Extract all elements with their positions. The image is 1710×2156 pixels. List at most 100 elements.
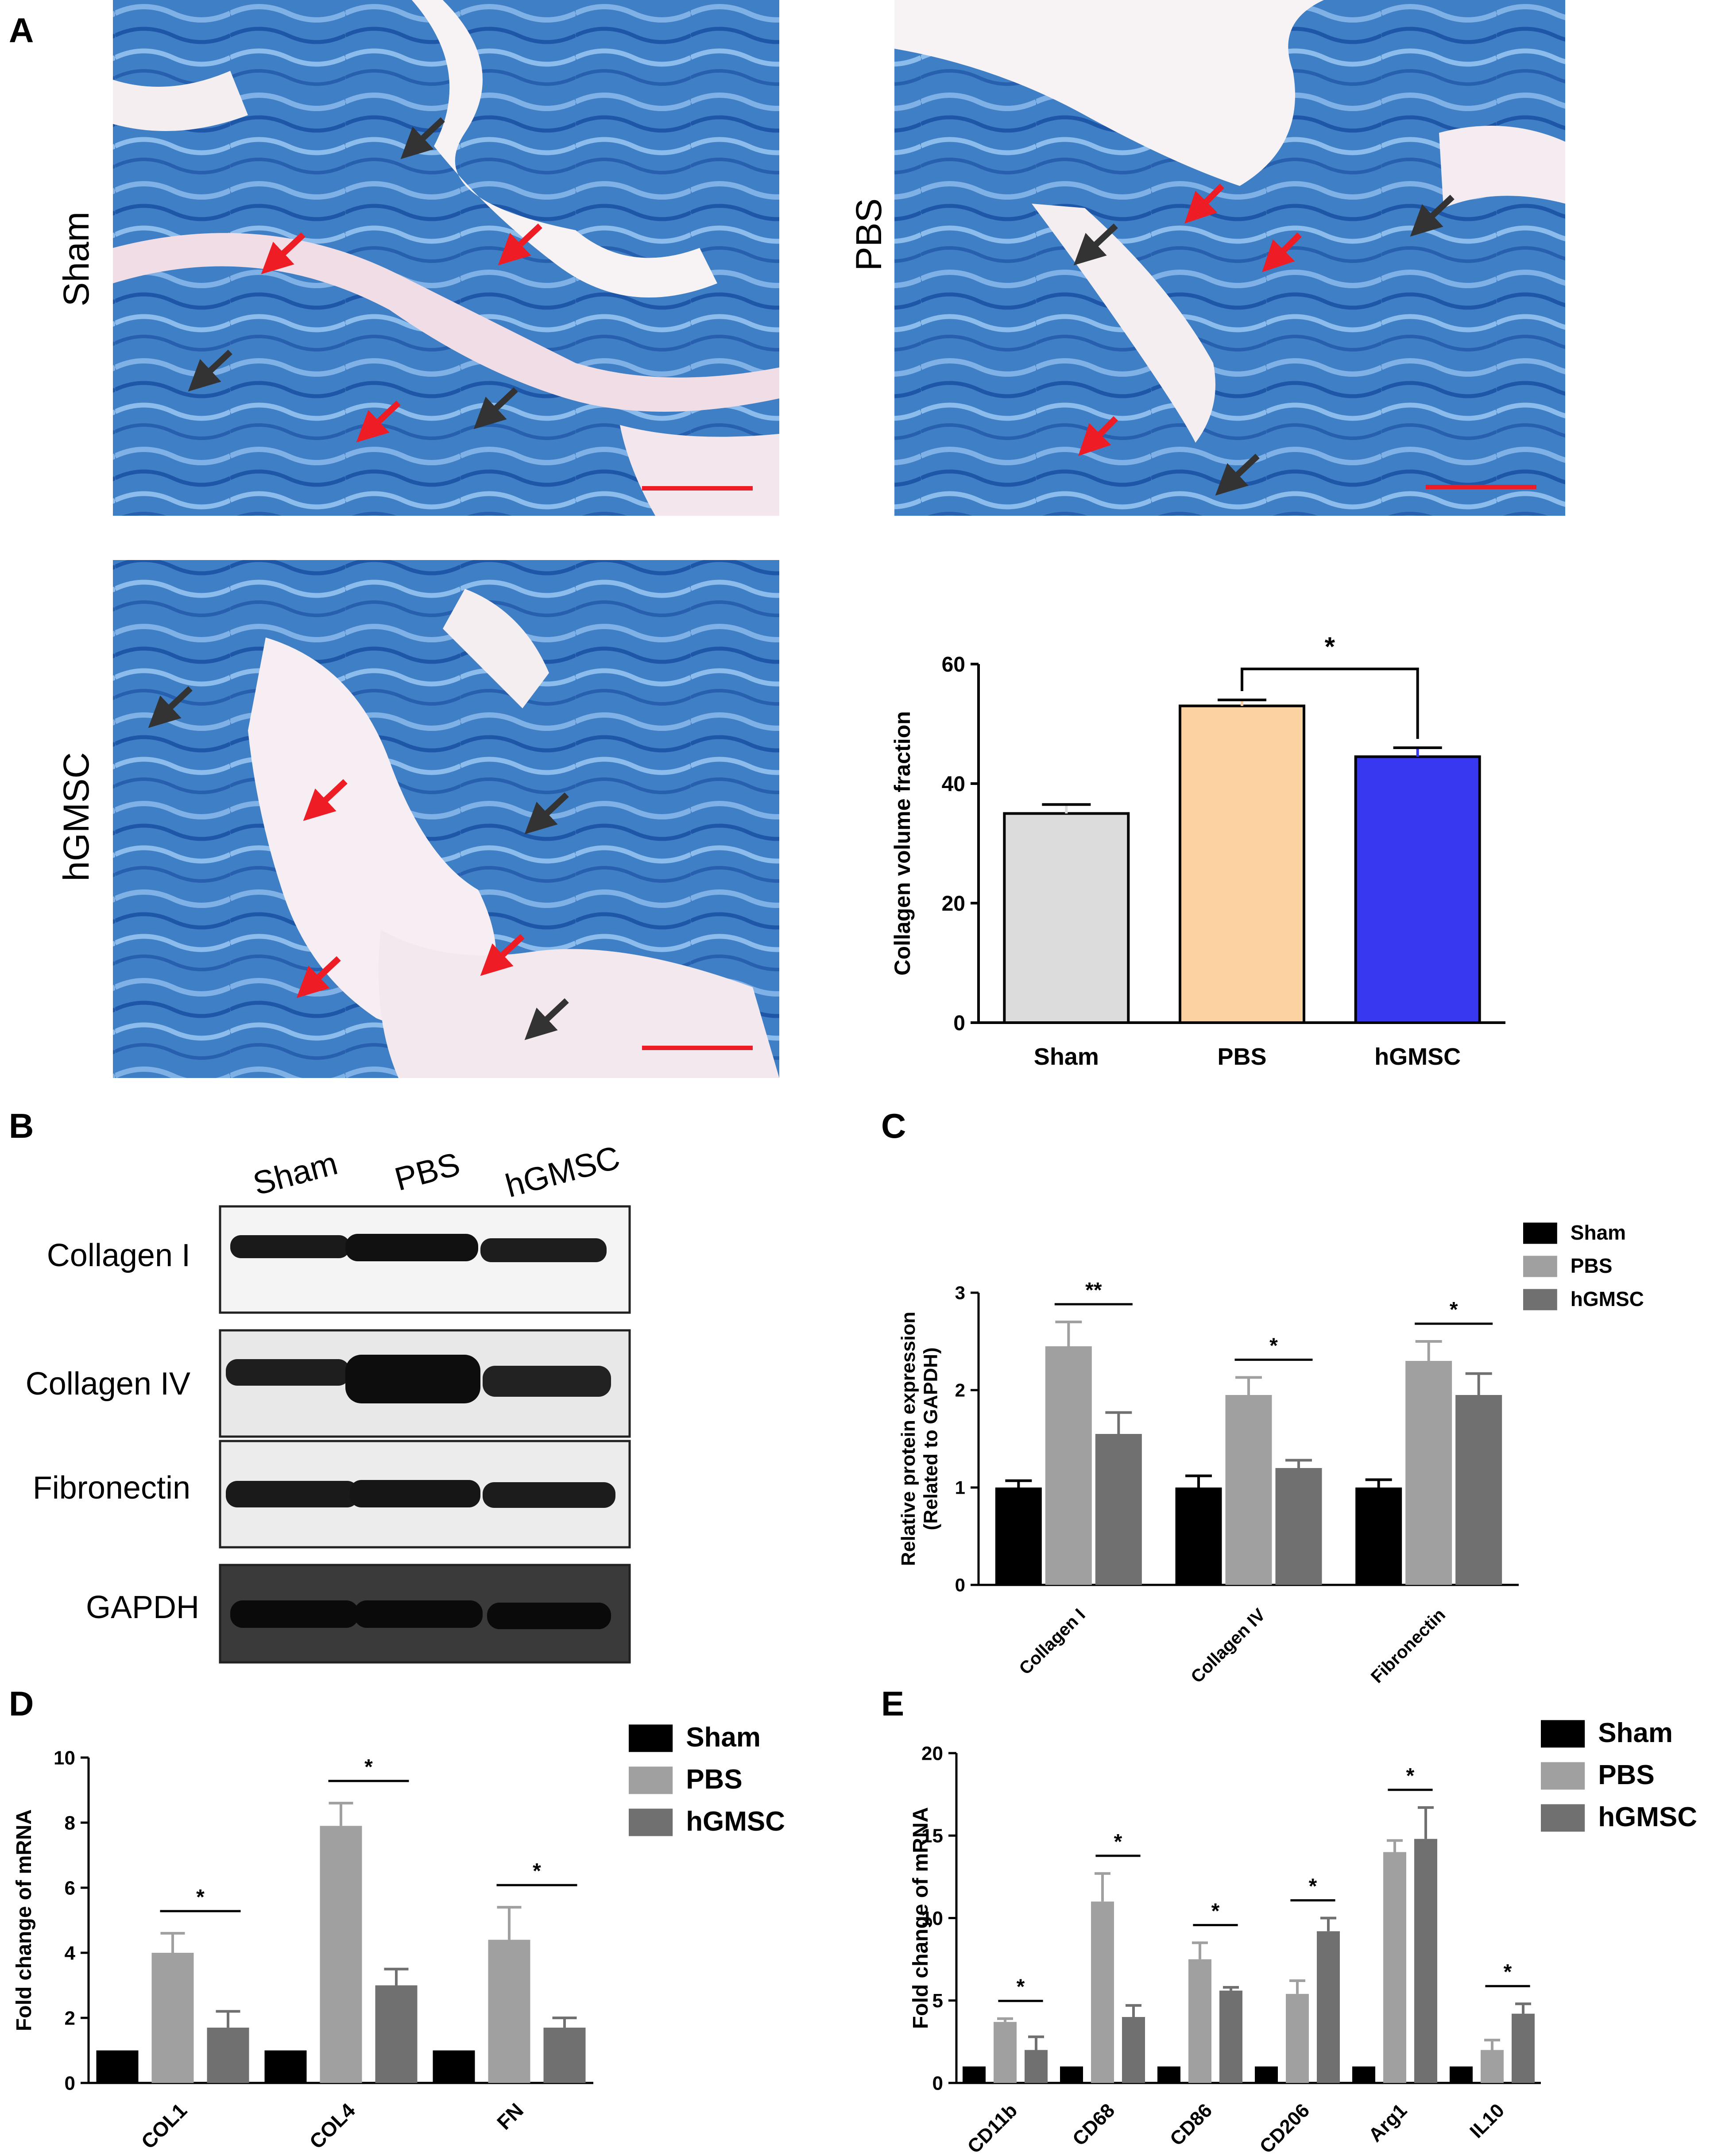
x-tick-label: IL10 bbox=[1466, 2099, 1509, 2142]
bar bbox=[1383, 1852, 1406, 2083]
significance-marker: * bbox=[1211, 1899, 1220, 1923]
bar bbox=[1286, 1994, 1309, 2083]
x-tick-label: CD206 bbox=[1256, 2099, 1314, 2156]
y-tick-label: 5 bbox=[932, 1990, 943, 2012]
y-axis-label-line: Collagen volume fraction bbox=[890, 711, 915, 975]
significance-marker: * bbox=[1325, 632, 1335, 661]
legend-label: hGMSC bbox=[1571, 1287, 1644, 1310]
x-tick-label: CD68 bbox=[1068, 2099, 1119, 2150]
legend-label: PBS bbox=[1598, 1760, 1654, 1790]
blot-row-label-collagen-i: Collagen I bbox=[47, 1238, 190, 1273]
bar bbox=[96, 2050, 139, 2083]
bar bbox=[1317, 1931, 1340, 2083]
legend-label: PBS bbox=[686, 1764, 742, 1795]
bar bbox=[433, 2050, 475, 2083]
blot-band bbox=[345, 1355, 480, 1403]
y-axis-label: Collagen volume fraction bbox=[890, 711, 915, 975]
lane-label-sham: Sham bbox=[249, 1144, 341, 1202]
chart-mrna-macrophage: 0 5 10 15 20 Fold change of mRNA CD11b CD68 CD86… bbox=[909, 1718, 1697, 2156]
blot-row-label-fibronectin: Fibronectin bbox=[33, 1470, 190, 1506]
bar bbox=[1355, 1488, 1402, 1585]
blot-band bbox=[350, 1480, 480, 1507]
y-tick-label: 6 bbox=[65, 1877, 75, 1899]
bar bbox=[1175, 1488, 1222, 1585]
blot-band bbox=[345, 1234, 478, 1261]
significance-marker: ** bbox=[1085, 1279, 1102, 1302]
y-tick-label: 15 bbox=[921, 1825, 943, 1847]
bar bbox=[1352, 2066, 1375, 2083]
x-tick-label: COL4 bbox=[305, 2098, 360, 2153]
legend-swatch bbox=[1523, 1289, 1557, 1310]
histology-label-pbs: PBS bbox=[849, 198, 889, 271]
chart-collagen-volume: 0 20 40 60 Collagen volume fraction Sham PBS hG… bbox=[890, 632, 1505, 1070]
histology-label-sham: Sham bbox=[56, 212, 97, 306]
significance-marker: * bbox=[1017, 1975, 1025, 1999]
legend-swatch bbox=[1541, 1804, 1585, 1832]
y-tick-label: 0 bbox=[953, 1012, 965, 1035]
bar bbox=[1450, 2066, 1473, 2083]
x-tick-label: FN bbox=[492, 2098, 528, 2134]
x-tick-label: Collagen IV bbox=[1187, 1605, 1269, 1687]
bar bbox=[1405, 1361, 1452, 1585]
y-tick-label: 4 bbox=[65, 1942, 76, 1964]
blot-row-label-collagen-iv: Collagen IV bbox=[26, 1366, 190, 1402]
legend-swatch bbox=[1523, 1256, 1557, 1277]
y-axis-label: Relative protein expression(Related to G… bbox=[898, 1312, 942, 1566]
significance-marker: * bbox=[533, 1859, 541, 1883]
legend-swatch bbox=[629, 1808, 673, 1836]
histology-image-hgmsc bbox=[113, 560, 779, 1078]
bar bbox=[320, 1826, 362, 2083]
bar bbox=[1179, 704, 1305, 1024]
legend-label: PBS bbox=[1571, 1254, 1613, 1277]
x-tick-label: Fibronectin bbox=[1367, 1605, 1449, 1687]
blot-band bbox=[483, 1482, 615, 1508]
bar bbox=[1455, 1395, 1502, 1585]
significance-marker: * bbox=[1114, 1830, 1122, 1854]
significance-marker: * bbox=[1309, 1875, 1317, 1898]
y-tick-label: 2 bbox=[955, 1380, 965, 1401]
lane-label-hgmsc: hGMSC bbox=[502, 1139, 624, 1204]
x-tick-label: hGMSC bbox=[1374, 1043, 1461, 1070]
legend-label: Sham bbox=[686, 1722, 761, 1753]
significance-marker: * bbox=[1504, 1960, 1512, 1984]
x-tick-label: Sham bbox=[1034, 1043, 1099, 1070]
legend-swatch bbox=[1541, 1720, 1585, 1748]
bar bbox=[1003, 812, 1130, 1024]
y-tick-label: 3 bbox=[955, 1283, 965, 1303]
legend-label: hGMSC bbox=[1598, 1802, 1697, 1832]
panel-label-c: C bbox=[881, 1106, 906, 1145]
legend-swatch bbox=[629, 1724, 673, 1752]
bar bbox=[1060, 2066, 1083, 2083]
x-tick-label: CD86 bbox=[1166, 2099, 1216, 2150]
blot-band bbox=[354, 1600, 483, 1628]
significance-marker: * bbox=[1450, 1298, 1458, 1321]
legend-swatch bbox=[1523, 1222, 1557, 1244]
x-tick-label: CD11b bbox=[963, 2099, 1021, 2156]
bar bbox=[1225, 1395, 1272, 1585]
y-tick-label: 20 bbox=[942, 892, 965, 916]
bar bbox=[1255, 2066, 1278, 2083]
bar bbox=[151, 1953, 194, 2083]
x-tick-label: PBS bbox=[1217, 1043, 1266, 1070]
y-axis-label-line: Fold change of mRNA bbox=[909, 1807, 932, 2029]
bar bbox=[995, 1488, 1042, 1585]
bar bbox=[1219, 1990, 1242, 2083]
legend-label: Sham bbox=[1571, 1221, 1626, 1244]
chart-mrna-ecm: 0 2 4 6 8 10 Fold change of mRNA COL1 COL4 FN * * * S… bbox=[12, 1722, 785, 2153]
panel-label-d: D bbox=[9, 1684, 34, 1723]
blot-band bbox=[226, 1359, 350, 1386]
significance-marker: * bbox=[196, 1886, 205, 1909]
bar bbox=[1414, 1839, 1437, 2083]
y-tick-label: 2 bbox=[65, 2007, 75, 2029]
y-axis-label: Fold change of mRNA bbox=[909, 1807, 932, 2029]
significance-bracket bbox=[1241, 668, 1419, 739]
chart-protein-expression: 0 1 2 3 Relative protein expression(Related … bbox=[898, 1221, 1644, 1687]
bar bbox=[1157, 2066, 1180, 2083]
blot-band bbox=[487, 1603, 611, 1629]
blot-band bbox=[230, 1235, 350, 1258]
bar bbox=[994, 2022, 1017, 2083]
bar bbox=[1275, 1468, 1322, 1585]
panel-label-b: B bbox=[9, 1106, 34, 1145]
legend-label: hGMSC bbox=[686, 1806, 785, 1837]
y-tick-label: 1 bbox=[955, 1477, 965, 1498]
